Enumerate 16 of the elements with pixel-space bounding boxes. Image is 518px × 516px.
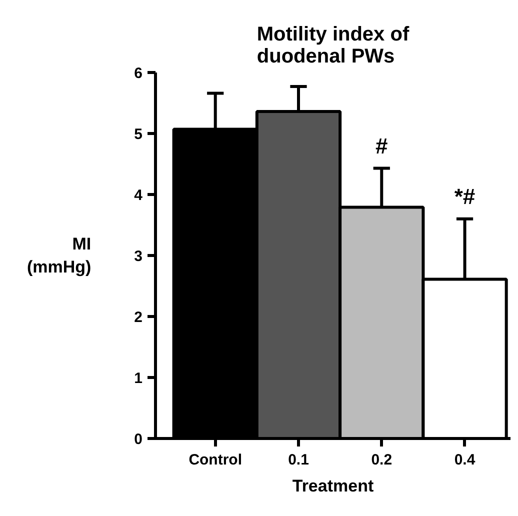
y-tick-label: 0 [134,431,142,448]
y-tick-label: 3 [134,248,142,265]
x-tick-label: Control [188,452,242,468]
y-tick-label: 4 [134,187,144,204]
x-tick-label: 0.2 [371,452,392,468]
chart-title: Motility index of duodenal PWs [256,24,410,68]
y-tick-label: 6 [134,65,142,82]
annotation: # [376,133,388,158]
x-tick-label: 0.1 [288,452,309,468]
y-axis-title: MI (mmHg) [26,234,92,276]
y-tick-label: 2 [134,309,142,326]
y-tick-label: 5 [134,126,142,143]
x-axis-title: Treatment [292,476,374,496]
x-tick-label: 0.4 [454,452,476,468]
annotation: *# [454,184,476,209]
y-tick-label: 1 [134,370,142,387]
